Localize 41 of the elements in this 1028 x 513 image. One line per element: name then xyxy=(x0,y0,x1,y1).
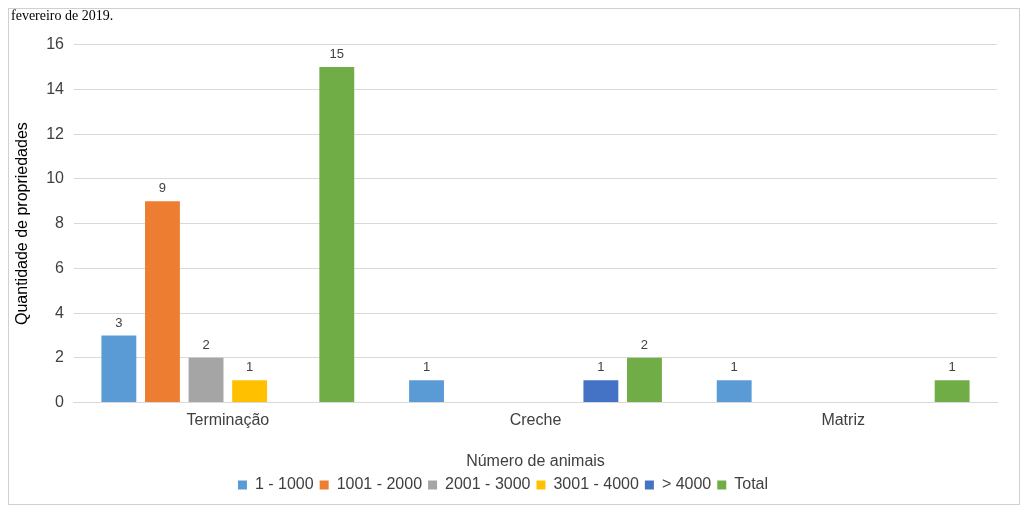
bar xyxy=(319,66,355,403)
data-label: 1 xyxy=(597,359,605,375)
y-tick-label: 4 xyxy=(55,303,65,321)
data-label: 1 xyxy=(730,359,738,375)
x-axis-title: Número de animais xyxy=(466,451,605,469)
data-label: 9 xyxy=(158,180,167,196)
bar xyxy=(232,380,268,403)
data-label: 1 xyxy=(422,359,431,375)
bar xyxy=(627,357,662,403)
y-tick-label: 14 xyxy=(46,79,65,97)
y-tick-label: 10 xyxy=(46,169,65,187)
bar xyxy=(145,201,180,403)
y-tick-label: 12 xyxy=(46,124,65,142)
y-tick-label: 0 xyxy=(55,393,65,411)
data-label: 2 xyxy=(202,336,210,352)
data-label: 1 xyxy=(246,359,254,375)
y-axis-title: Quantidade de propriedades xyxy=(13,122,31,326)
text: fevereiro de 2019. xyxy=(11,8,114,23)
y-tick-label: 2 xyxy=(55,348,65,366)
data-label: 2 xyxy=(640,336,649,352)
data-label: 3 xyxy=(115,314,123,330)
y-tick-label: 16 xyxy=(46,35,65,53)
x-tick-label: Matriz xyxy=(821,410,865,428)
x-tick-label: Creche xyxy=(509,410,562,428)
legend-label: > 4000 xyxy=(661,475,712,493)
bar xyxy=(409,380,444,403)
legend-label: 1 - 1000 xyxy=(254,475,314,493)
data-label: 1 xyxy=(948,359,956,375)
bar xyxy=(188,357,224,403)
y-tick-label: 8 xyxy=(55,214,65,232)
data-label: 15 xyxy=(329,46,345,62)
x-tick-label: Terminação xyxy=(186,410,270,428)
bar xyxy=(101,335,137,403)
bar xyxy=(934,380,970,403)
bar xyxy=(716,380,752,403)
legend-label: 2001 - 3000 xyxy=(445,475,531,493)
legend-label: 3001 - 4000 xyxy=(553,475,639,493)
bar xyxy=(583,380,619,403)
y-tick-label: 6 xyxy=(55,258,65,276)
legend-label: Total xyxy=(734,475,769,493)
legend-label: 1001 - 2000 xyxy=(336,475,423,493)
